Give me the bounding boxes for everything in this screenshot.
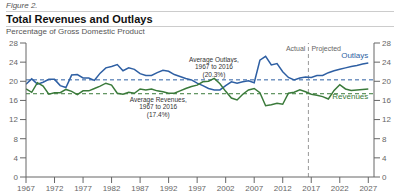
svg-text:20: 20 <box>382 77 391 86</box>
svg-text:1977: 1977 <box>74 184 92 191</box>
svg-text:Outlays: Outlays <box>341 51 368 60</box>
svg-text:2007: 2007 <box>245 184 263 191</box>
svg-text:8: 8 <box>14 135 19 144</box>
svg-text:28: 28 <box>9 39 18 48</box>
svg-text:2012: 2012 <box>274 184 292 191</box>
svg-text:1987: 1987 <box>131 184 149 191</box>
svg-text:24: 24 <box>9 58 18 67</box>
svg-text:16: 16 <box>9 96 18 105</box>
svg-text:1967: 1967 <box>17 184 35 191</box>
svg-text:2002: 2002 <box>217 184 235 191</box>
svg-text:Revenues: Revenues <box>332 92 368 101</box>
svg-text:Actual: Actual <box>286 45 306 52</box>
svg-text:Projected: Projected <box>311 45 341 53</box>
svg-text:12: 12 <box>382 115 391 124</box>
svg-text:0: 0 <box>382 173 387 182</box>
svg-text:2017: 2017 <box>302 184 320 191</box>
svg-text:1992: 1992 <box>160 184 178 191</box>
html-text:Figure 2.: Figure 2. <box>6 1 38 10</box>
svg-text:Average Outlays,1967 to 2016(2: Average Outlays,1967 to 2016(20.3%) <box>189 56 239 79</box>
svg-text:8: 8 <box>382 135 387 144</box>
svg-text:4: 4 <box>382 154 387 163</box>
svg-text:1982: 1982 <box>103 184 121 191</box>
svg-text:12: 12 <box>9 115 18 124</box>
html-text:Percentage of Gross Domestic P: Percentage of Gross Domestic Product <box>6 27 145 36</box>
svg-text:0: 0 <box>14 173 19 182</box>
svg-text:24: 24 <box>382 58 391 67</box>
html-text:Total Revenues and Outlays: Total Revenues and Outlays <box>6 13 153 25</box>
svg-text:2022: 2022 <box>331 184 349 191</box>
svg-text:1972: 1972 <box>46 184 64 191</box>
svg-text:28: 28 <box>382 39 391 48</box>
svg-text:16: 16 <box>382 96 391 105</box>
svg-text:4: 4 <box>14 154 19 163</box>
svg-text:Average Revenues,1967 to 2016(: Average Revenues,1967 to 2016(17.4%) <box>130 96 187 119</box>
svg-text:20: 20 <box>9 77 18 86</box>
svg-text:1997: 1997 <box>188 184 206 191</box>
svg-text:2027: 2027 <box>359 184 377 191</box>
